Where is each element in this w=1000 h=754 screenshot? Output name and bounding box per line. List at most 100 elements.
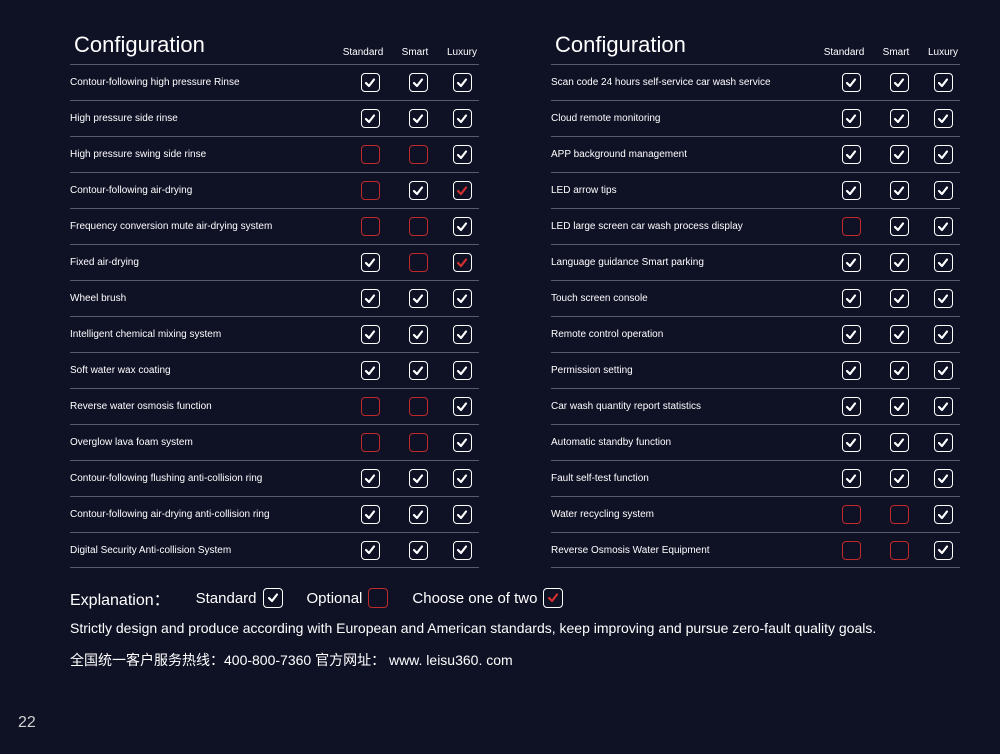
explanation-block: Explanation： Standard Optional Choose on…: [0, 568, 1000, 670]
feature-label: Fault self-test function: [551, 473, 649, 484]
table-row: Frequency conversion mute air-drying sys…: [70, 208, 479, 244]
checkbox-icon: [842, 361, 861, 380]
check-icon: [364, 365, 376, 377]
checkbox-icon: [361, 361, 380, 380]
table-row: High pressure swing side rinse: [70, 136, 479, 172]
feature-label: High pressure swing side rinse: [70, 149, 206, 160]
checkbox-cell: [840, 108, 862, 130]
table-row: Permission setting: [551, 352, 960, 388]
table-row: Overglow lava foam system: [70, 424, 479, 460]
checkbox-icon: [890, 541, 909, 560]
checkbox-cell: [407, 180, 429, 202]
checkbox-icon: [453, 145, 472, 164]
check-icon: [456, 509, 468, 521]
cells-group: [359, 468, 479, 490]
cells-group: [359, 72, 479, 94]
checkbox-cell: [888, 180, 910, 202]
check-icon: [845, 149, 857, 161]
checkbox-cell: [359, 144, 381, 166]
check-icon: [456, 293, 468, 305]
checkbox-cell: [359, 396, 381, 418]
check-icon: [456, 185, 468, 197]
tier-smart: Smart: [398, 47, 432, 58]
checkbox-cell: [451, 252, 473, 274]
check-icon: [364, 509, 376, 521]
checkbox-icon: [890, 253, 909, 272]
checkbox-cell: [932, 396, 954, 418]
check-icon: [937, 149, 949, 161]
checkbox-cell: [840, 396, 862, 418]
checkbox-cell: [359, 108, 381, 130]
checkbox-cell: [888, 252, 910, 274]
checkbox-icon: [934, 433, 953, 452]
cells-group: [840, 360, 960, 382]
explanation-line2: Strictly design and produce according wi…: [70, 620, 960, 636]
cells-group: [840, 72, 960, 94]
checkbox-cell: [359, 504, 381, 526]
checkbox-cell: [888, 468, 910, 490]
checkbox-icon: [409, 505, 428, 524]
checkbox-cell: [451, 324, 473, 346]
checkbox-cell: [407, 108, 429, 130]
checkbox-cell: [407, 72, 429, 94]
cells-group: [359, 216, 479, 238]
cells-group: [840, 504, 960, 526]
checkbox-cell: [407, 504, 429, 526]
checkbox-cell: [359, 468, 381, 490]
checkbox-cell: [407, 324, 429, 346]
feature-label: Fixed air-drying: [70, 257, 139, 268]
table-row: Contour-following air-drying: [70, 172, 479, 208]
checkbox-cell: [888, 144, 910, 166]
cells-group: [359, 504, 479, 526]
feature-label: Overglow lava foam system: [70, 437, 193, 448]
table-row: Car wash quantity report statistics: [551, 388, 960, 424]
feature-label: Soft water wax coating: [70, 365, 171, 376]
checkbox-cell: [932, 72, 954, 94]
checkbox-cell: [888, 108, 910, 130]
checkbox-cell: [407, 360, 429, 382]
cells-group: [840, 396, 960, 418]
tier-standard: Standard: [822, 47, 866, 58]
checkbox-icon: [543, 588, 563, 608]
check-icon: [937, 293, 949, 305]
checkbox-icon: [890, 289, 909, 308]
feature-label: LED arrow tips: [551, 185, 617, 196]
feature-label: Contour-following flushing anti-collisio…: [70, 473, 262, 484]
check-icon: [845, 113, 857, 125]
checkbox-icon: [361, 145, 380, 164]
check-icon: [845, 437, 857, 449]
checkbox-cell: [840, 504, 862, 526]
check-icon: [937, 401, 949, 413]
table-row: LED large screen car wash process displa…: [551, 208, 960, 244]
table-row: Fixed air-drying: [70, 244, 479, 280]
check-icon: [364, 329, 376, 341]
cells-group: [359, 252, 479, 274]
table-row: Water recycling system: [551, 496, 960, 532]
checkbox-icon: [934, 217, 953, 236]
checkbox-cell: [840, 72, 862, 94]
check-icon: [412, 77, 424, 89]
checkbox-cell: [888, 360, 910, 382]
checkbox-icon: [409, 109, 428, 128]
check-icon: [456, 401, 468, 413]
check-icon: [937, 473, 949, 485]
checkbox-cell: [840, 288, 862, 310]
checkbox-cell: [888, 504, 910, 526]
check-icon: [456, 437, 468, 449]
check-icon: [845, 329, 857, 341]
check-icon: [845, 257, 857, 269]
checkbox-cell: [932, 504, 954, 526]
cells-group: [840, 216, 960, 238]
check-icon: [412, 473, 424, 485]
cells-group: [359, 324, 479, 346]
config-column-left: Configuration Standard Smart Luxury Cont…: [70, 18, 515, 568]
checkbox-icon: [409, 289, 428, 308]
table-row: Soft water wax coating: [70, 352, 479, 388]
checkbox-icon: [409, 397, 428, 416]
checkbox-cell: [840, 539, 862, 561]
checkbox-icon: [934, 361, 953, 380]
table-row: LED arrow tips: [551, 172, 960, 208]
checkbox-cell: [840, 216, 862, 238]
check-icon: [412, 185, 424, 197]
checkbox-icon: [361, 397, 380, 416]
